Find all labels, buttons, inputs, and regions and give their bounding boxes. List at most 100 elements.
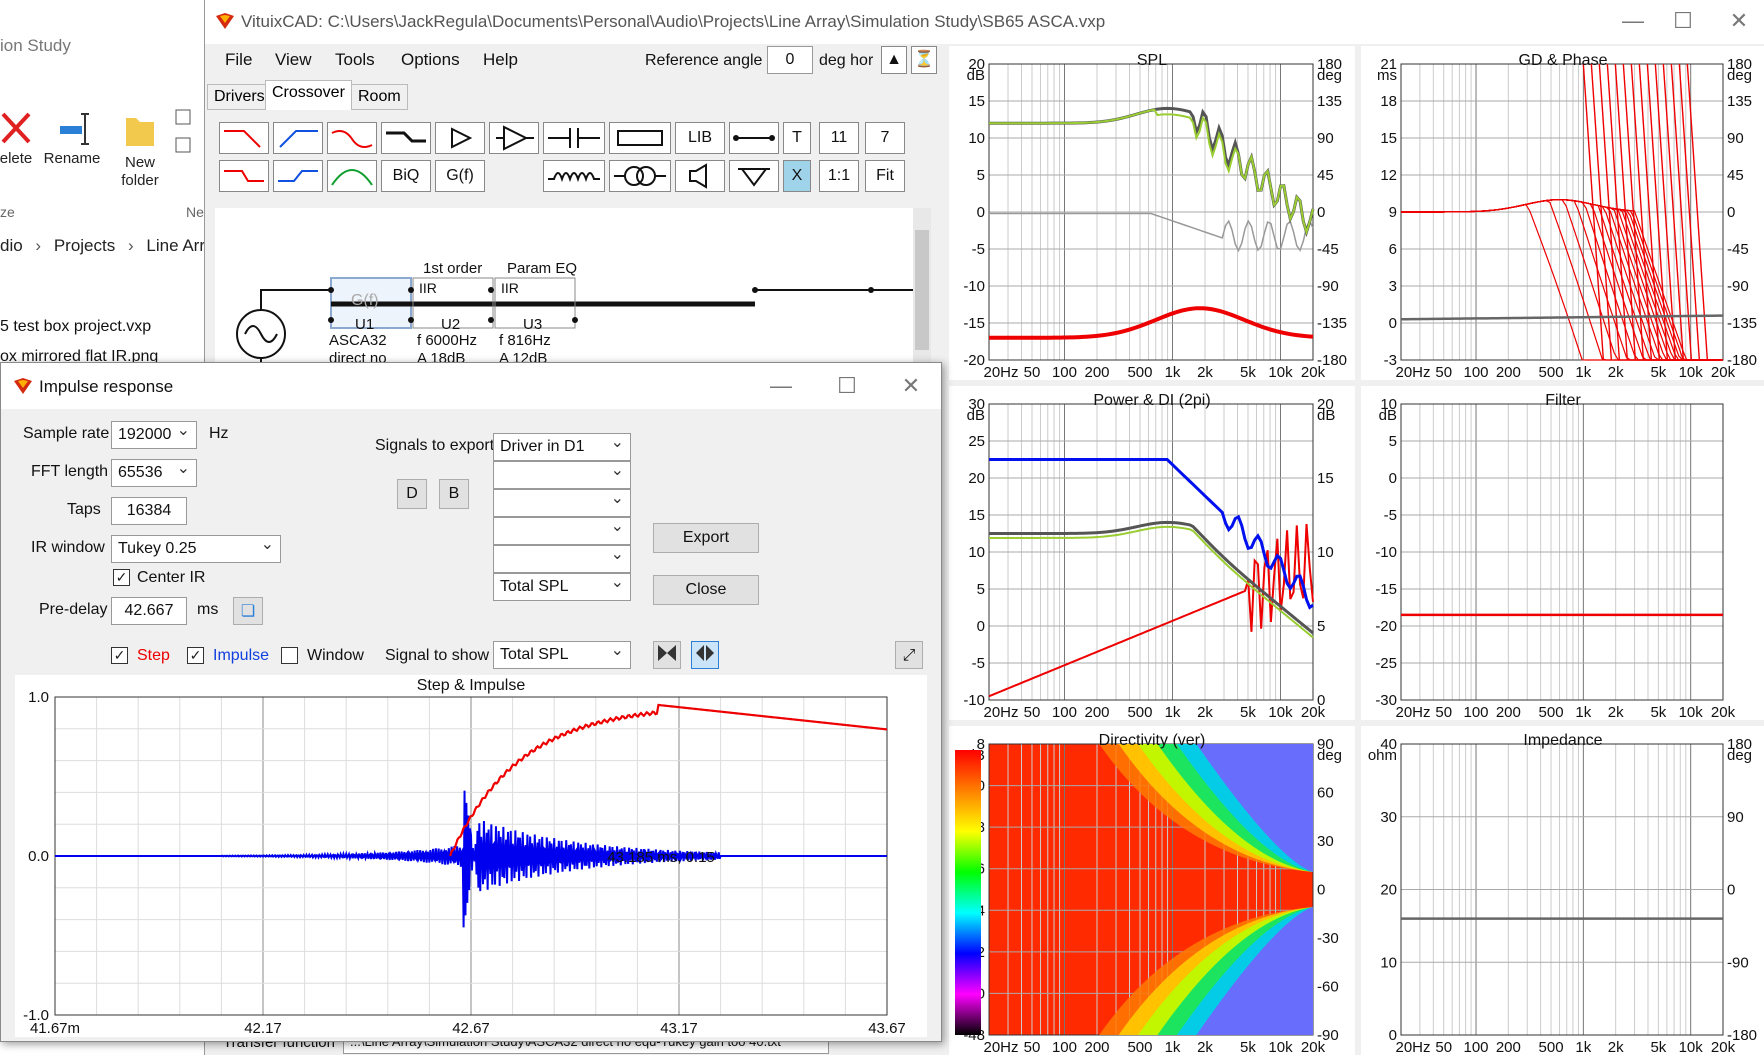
reference-angle-input[interactable]: 0 [767, 46, 813, 74]
buffer-button[interactable] [435, 122, 485, 154]
block-id[interactable]: U2 [441, 316, 461, 333]
library-button[interactable]: LIB [675, 122, 725, 154]
grid-y-input[interactable]: 7 [865, 122, 905, 154]
highpass-2-button[interactable] [273, 160, 323, 192]
opamp-button[interactable] [489, 122, 539, 154]
zoom-fit-button[interactable]: Fit [865, 160, 905, 192]
delete-button[interactable]: elete [0, 110, 36, 167]
taps-input[interactable]: 16384 [111, 497, 187, 525]
block-header: 1st order [423, 260, 483, 277]
angle-stepper-button[interactable]: ▲ [881, 46, 907, 74]
close-window-button[interactable]: ✕ [1729, 8, 1749, 33]
angle-sweep-button[interactable]: ⏳ [911, 46, 937, 74]
zoom-1-1-button[interactable]: 1:1 [819, 160, 859, 192]
center-ir-checkbox[interactable]: ✓ [113, 569, 130, 586]
close-dialog-button[interactable]: ✕ [901, 373, 921, 398]
scrollbar-thumb[interactable] [915, 230, 929, 350]
block-line1: f 6000Hz [417, 332, 478, 349]
lowpass-button[interactable] [219, 122, 269, 154]
notch-button[interactable] [327, 122, 377, 154]
maximize-button[interactable]: ☐ [1673, 8, 1693, 33]
export-signal-select-5[interactable] [493, 545, 631, 573]
pre-delay-input[interactable]: 42.667 [111, 597, 187, 625]
y2-tick-label: -45 [1317, 241, 1339, 258]
delete-component-button[interactable]: X [783, 160, 811, 192]
x-tick-label: 2k [1197, 704, 1213, 720]
text-tool-button[interactable]: T [783, 122, 811, 154]
export-button[interactable]: Export [653, 523, 759, 553]
ir-window-select[interactable]: Tukey 0.25 [111, 535, 281, 563]
wire-button[interactable] [729, 122, 779, 154]
directivity-panel[interactable]: 80-8-16-24-32-40-489060300-30-60-90dBdeg… [949, 726, 1355, 1055]
spl-panel[interactable]: 20 15 10 5 0 -5 -10 -15 -20 180 135 90 45 0 -45 -90 -135… [949, 46, 1355, 380]
menu-options[interactable]: Options [401, 50, 460, 69]
impulse-checkbox[interactable]: ✓ [187, 647, 204, 664]
fft-length-select[interactable]: 65536 [111, 459, 197, 487]
block-id[interactable]: U1 [355, 316, 375, 333]
breadcrumb-item[interactable]: Projects [53, 236, 116, 255]
export-signal-select-3[interactable] [493, 489, 631, 517]
x-tick-label: 20Hz [1395, 364, 1430, 380]
maximize-button[interactable]: ☐ [837, 373, 857, 398]
minimize-button[interactable]: — [770, 373, 792, 398]
new-folder-button[interactable]: New folder [112, 110, 168, 190]
plot-frame [1400, 743, 1724, 1036]
sample-rate-select[interactable]: 192000 [111, 421, 197, 449]
filter-panel[interactable]: 10 5 0 -5 -10 -15 -20 -25 -30 dB 20Hz 50 100 200 500 1k… [1361, 386, 1764, 720]
step-impulse-chart[interactable]: 1.0 0.0 -1.0 41.67m 42.17 42.67 43.17 43.67 43.1… [15, 675, 927, 1037]
transfer-function-button[interactable]: G(f) [435, 160, 485, 192]
menu-file[interactable]: File [225, 50, 253, 69]
gd-phase-panel[interactable]: 21 18 15 12 9 6 3 0 -3 180 135 90 45 0 -45 -90 -135 -180 m… [1361, 46, 1764, 380]
tab-drivers[interactable]: Drivers [207, 84, 272, 110]
menu-view[interactable]: View [275, 50, 312, 69]
step-checkbox[interactable]: ✓ [111, 647, 128, 664]
highpass-button[interactable] [273, 122, 323, 154]
schematic-scrollbar[interactable] [913, 208, 931, 363]
lowpass-2-button[interactable] [219, 160, 269, 192]
export-signal-select-4[interactable] [493, 517, 631, 545]
list-item[interactable]: 5 test box project.vxp [0, 318, 152, 335]
close-button[interactable]: Close [653, 575, 759, 605]
capacitor-button[interactable] [543, 122, 605, 154]
d-button[interactable]: D [397, 479, 427, 509]
driver-button[interactable] [675, 160, 725, 192]
y-tick-label: -20 [1375, 618, 1397, 635]
impedance-panel[interactable]: 40 30 20 10 0 180 90 0 -90 -180 ohm deg 20Hz 50 100 200… [1361, 726, 1764, 1055]
tab-room[interactable]: Room [351, 84, 408, 110]
color-scale-bar [955, 750, 981, 1035]
menu-tools[interactable]: Tools [335, 50, 375, 69]
export-signal-select-2[interactable] [493, 461, 631, 489]
x-tick-label: 100 [1052, 704, 1077, 720]
b-button[interactable]: B [439, 479, 469, 509]
zoom-in-time-button[interactable] [653, 641, 681, 669]
breadcrumb-item[interactable]: Line Arra [146, 236, 215, 255]
minimize-button[interactable]: — [1622, 8, 1644, 33]
crossover-schematic[interactable]: G(f) U1 ASCA32 direct no 1st order IIR U… [215, 208, 915, 367]
tab-crossover[interactable]: Crossover [265, 80, 352, 110]
pre-delay-label: Pre-delay [39, 601, 108, 618]
lowpass-icon [224, 130, 261, 148]
menu-help[interactable]: Help [483, 50, 518, 69]
grid-x-input[interactable]: 11 [819, 122, 859, 154]
power-di-panel[interactable]: 30 25 20 15 10 5 0 -5 -10 20 15 10 5 0 dB dB 20Hz 50 100 20… [949, 386, 1355, 720]
bandpass-button[interactable] [327, 160, 377, 192]
zoom-out-time-button[interactable] [691, 641, 719, 669]
list-item[interactable]: ox mirrored flat IR.png [0, 348, 159, 365]
export-signal-select-6[interactable]: Total SPL [493, 573, 631, 601]
rename-button[interactable]: Rename [42, 110, 102, 167]
ground-button[interactable] [729, 160, 779, 192]
fullscreen-button[interactable]: ⤢ [895, 641, 923, 669]
shelf-button[interactable] [381, 122, 431, 154]
signal-to-show-select[interactable]: Total SPL [493, 641, 631, 669]
export-signal-select-1[interactable]: Driver in D1 [493, 433, 631, 461]
y-tick-label: 5 [1389, 433, 1397, 450]
transformer-button[interactable] [609, 160, 671, 192]
inductor-button[interactable] [543, 160, 605, 192]
breadcrumb-item[interactable]: dio [0, 236, 23, 255]
phase-wrap-line [1638, 63, 1661, 361]
window-checkbox[interactable] [281, 647, 298, 664]
copy-delay-button[interactable]: ❏ [233, 597, 263, 625]
block-id[interactable]: U3 [523, 316, 543, 333]
resistor-button[interactable] [609, 122, 671, 154]
biquad-button[interactable]: BiQ [381, 160, 431, 192]
